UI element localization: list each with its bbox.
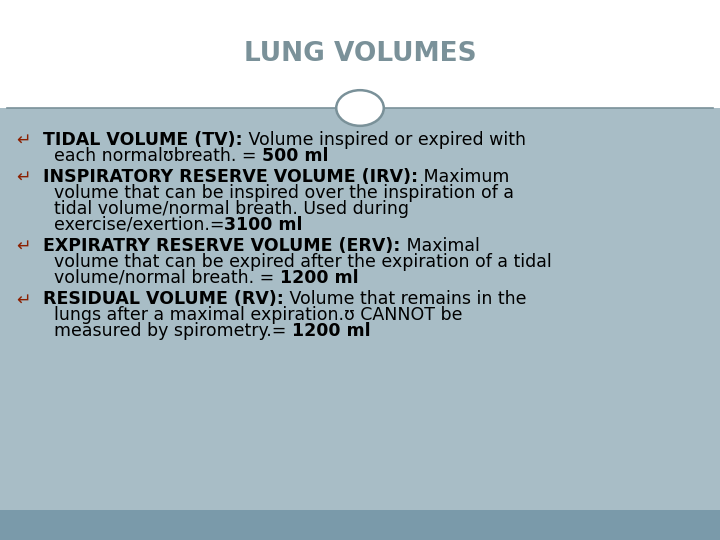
Text: volume/normal breath. =: volume/normal breath. =: [54, 269, 280, 287]
Text: 500 ml: 500 ml: [262, 146, 328, 165]
Text: ↵: ↵: [16, 168, 30, 186]
Text: 1200 ml: 1200 ml: [292, 322, 371, 340]
Text: LUNG VOLUMES: LUNG VOLUMES: [243, 41, 477, 67]
Text: ↵: ↵: [16, 290, 30, 308]
Text: exercise/exertion.=: exercise/exertion.=: [54, 215, 225, 234]
Bar: [0, 510, 720, 540]
Text: Maximal: Maximal: [400, 237, 480, 255]
Text: Volume inspired or expired with: Volume inspired or expired with: [243, 131, 526, 149]
Text: ↵: ↵: [16, 237, 30, 255]
Bar: [0, 108, 720, 540]
Text: each normalʊbreath. =: each normalʊbreath. =: [54, 146, 262, 165]
Text: TIDAL VOLUME (TV):: TIDAL VOLUME (TV):: [43, 131, 243, 149]
Text: measured by spirometry.=: measured by spirometry.=: [54, 322, 292, 340]
Text: lungs after a maximal expiration.ʊ CANNOT be: lungs after a maximal expiration.ʊ CANNO…: [54, 306, 462, 324]
Text: 3100 ml: 3100 ml: [225, 215, 303, 234]
Text: tidal volume/normal breath. Used during: tidal volume/normal breath. Used during: [54, 200, 409, 218]
Text: EXPIRATRY RESERVE VOLUME (ERV):: EXPIRATRY RESERVE VOLUME (ERV):: [43, 237, 400, 255]
Text: ↵: ↵: [16, 131, 30, 149]
Circle shape: [336, 90, 384, 126]
Text: Maximum: Maximum: [418, 168, 510, 186]
Text: RESIDUAL VOLUME (RV):: RESIDUAL VOLUME (RV):: [43, 290, 284, 308]
Text: 1200 ml: 1200 ml: [280, 269, 359, 287]
Text: volume that can be inspired over the inspiration of a: volume that can be inspired over the ins…: [54, 184, 514, 202]
Text: volume that can be expired after the expiration of a tidal: volume that can be expired after the exp…: [54, 253, 552, 271]
Text: Volume that remains in the: Volume that remains in the: [284, 290, 526, 308]
Text: INSPIRATORY RESERVE VOLUME (IRV):: INSPIRATORY RESERVE VOLUME (IRV):: [43, 168, 418, 186]
